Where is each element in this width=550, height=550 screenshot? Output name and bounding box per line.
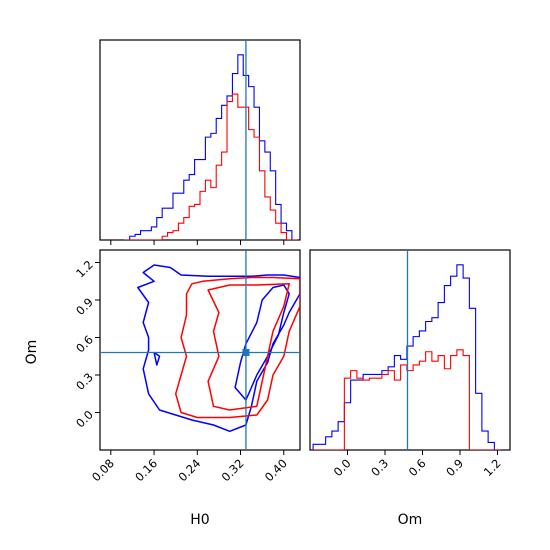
contour-1 (234, 284, 290, 401)
contour-xtick-label: 0.08 (89, 456, 117, 484)
contour-xtick-label: 0.40 (262, 456, 290, 484)
om-marginal-xtick-label: 0.6 (406, 456, 429, 479)
h0-hist-series-1 (124, 93, 298, 240)
h0-hist-layer (124, 40, 298, 240)
contour-frame (99, 249, 301, 451)
contour-ytick-label: 1.2 (73, 258, 96, 281)
contour-3 (174, 276, 300, 419)
contour-0 (137, 264, 300, 433)
om-hist-layer (312, 250, 501, 450)
contour-ytick-label: 0.6 (73, 333, 96, 356)
x-axis-label-h0: H0 (190, 512, 209, 528)
h0-hist-series-0 (124, 54, 298, 240)
contour-xtick-label: 0.32 (219, 456, 247, 484)
h0-marginal-panel (99, 39, 301, 241)
om-marginal-xtick-label: 0.0 (331, 456, 354, 479)
om-marginal-xtick-label: 0.3 (368, 456, 391, 479)
om-marginal-xtick-label: 1.2 (481, 456, 504, 479)
contour-layer (100, 250, 300, 450)
contour-4 (207, 283, 290, 411)
om-marginal-xtick-label: 0.9 (443, 456, 466, 479)
h0-om-contour-panel (99, 249, 301, 451)
h0-marginal-frame (99, 39, 301, 241)
contour-2 (153, 351, 161, 366)
contour-ytick-label: 0.0 (73, 408, 96, 431)
x-axis-label-om: Om (398, 512, 423, 528)
y-axis-label-om: Om (24, 340, 40, 365)
contour-ytick-label: 0.3 (73, 370, 96, 393)
contour-xtick-label: 0.24 (175, 456, 203, 484)
contour-ytick-label: 0.9 (73, 295, 96, 318)
truth-marker (242, 349, 250, 356)
om-marginal-frame (309, 249, 511, 451)
contour-xtick-label: 0.16 (132, 456, 160, 484)
om-marginal-panel (309, 249, 511, 451)
